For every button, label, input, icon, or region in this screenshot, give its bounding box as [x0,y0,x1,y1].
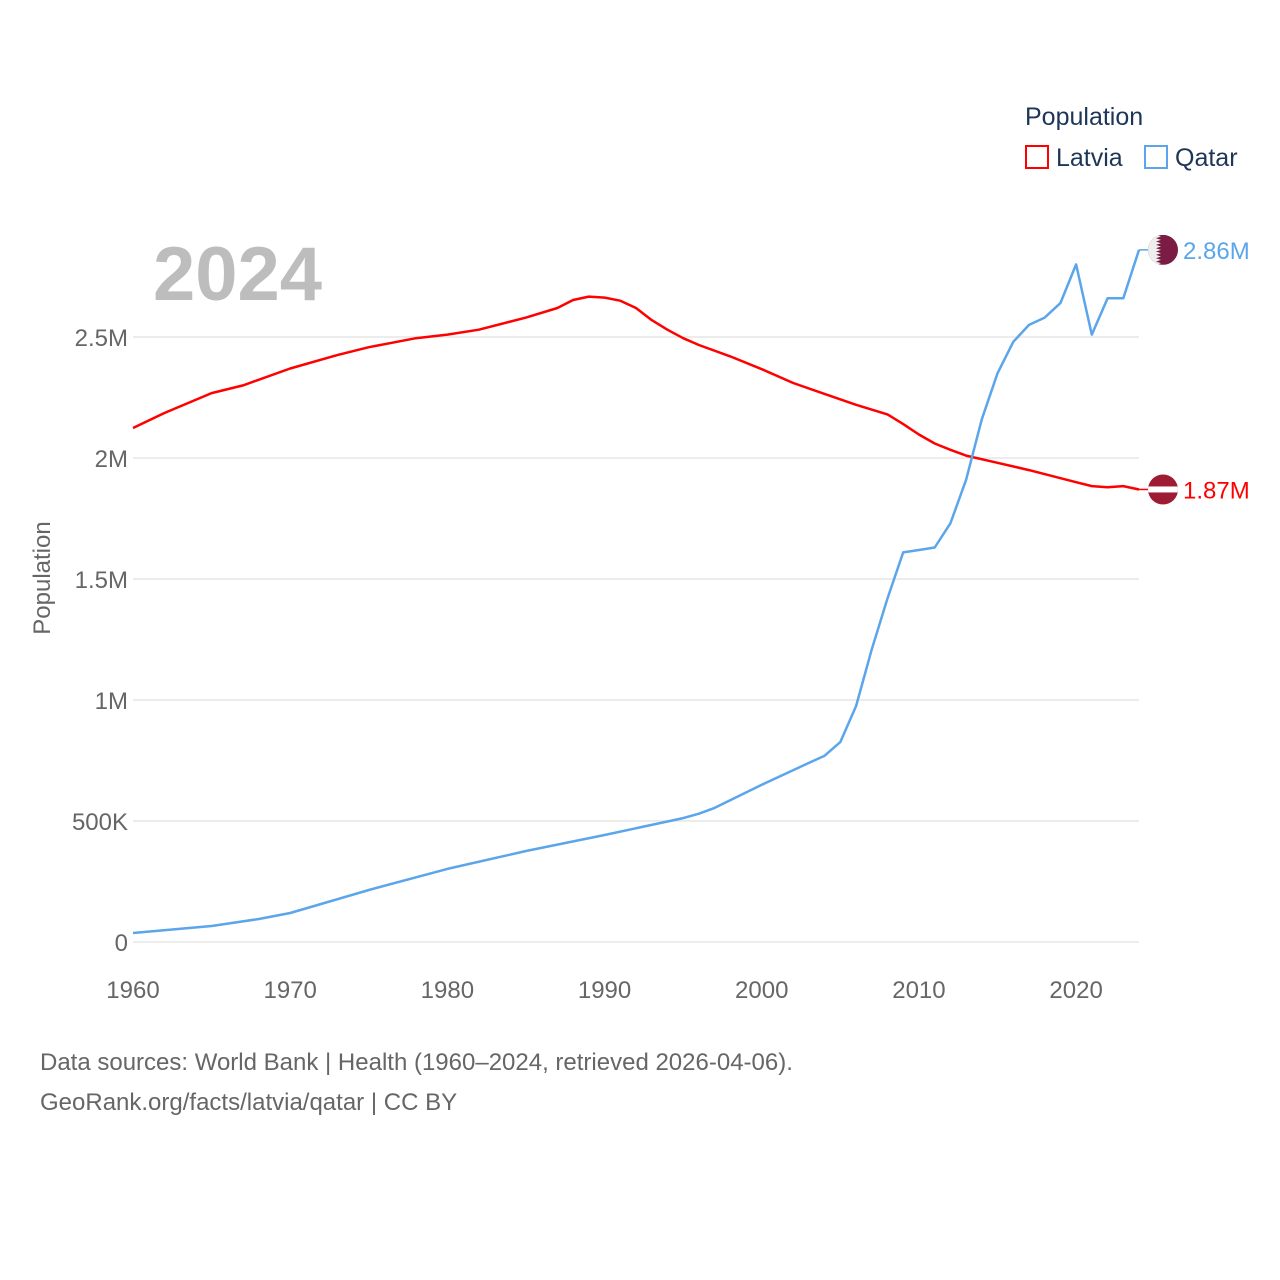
legend-title: Population [1025,103,1143,131]
y-tick-label: 0 [115,930,128,957]
x-tick-label: 1980 [421,977,474,1004]
y-tick-label: 1M [95,688,128,715]
x-tick-label: 2010 [892,977,945,1004]
series-lines [132,249,1141,935]
y-tick-label: 2.5M [75,325,128,352]
y-axis-label: Population [29,521,56,634]
y-tick-label: 500K [72,809,128,836]
legend: Population Latvia Qatar [1025,103,1238,172]
legend-swatch-qatar [1144,145,1168,169]
year-label: 2024 [153,232,322,317]
population-chart: 0 500K 1M 1.5M 2M 2.5M 1960 1970 1980 1990 2000 20… [29,103,1250,1004]
data-sources: Data sources: World Bank | Health (1960–… [40,1049,793,1076]
legend-item-latvia[interactable]: Latvia [1025,144,1123,172]
series-line-qatar [132,249,1141,935]
legend-label-latvia: Latvia [1056,144,1123,172]
legend-swatch-latvia [1025,145,1049,169]
x-tick-label: 1970 [263,977,316,1004]
grid [133,336,1139,943]
x-tick-label: 2000 [735,977,788,1004]
x-tick-label: 1990 [578,977,631,1004]
legend-item-qatar[interactable]: Qatar [1144,144,1238,172]
x-tick-label: 1960 [106,977,159,1004]
end-value-label-latvia: 1.87M [1183,477,1250,504]
y-tick-label: 1.5M [75,567,128,594]
series-line-latvia [132,295,1140,491]
x-tick-label: 2020 [1049,977,1102,1004]
latvia-flag-icon [1148,474,1178,505]
x-axis-ticks: 1960 1970 1980 1990 2000 2010 2020 [106,977,1103,1004]
qatar-flag-icon [1148,234,1178,265]
footer: Data sources: World Bank | Health (1960–… [40,1043,793,1123]
y-axis-ticks: 0 500K 1M 1.5M 2M 2.5M [72,325,128,957]
series-end-labels: 1.87M 2.86M [1139,234,1250,505]
y-tick-label: 2M [95,446,128,473]
legend-label-qatar: Qatar [1175,144,1238,172]
attribution-link[interactable]: GeoRank.org/facts/latvia/qatar | CC BY [40,1089,458,1116]
end-value-label-qatar: 2.86M [1183,238,1250,265]
